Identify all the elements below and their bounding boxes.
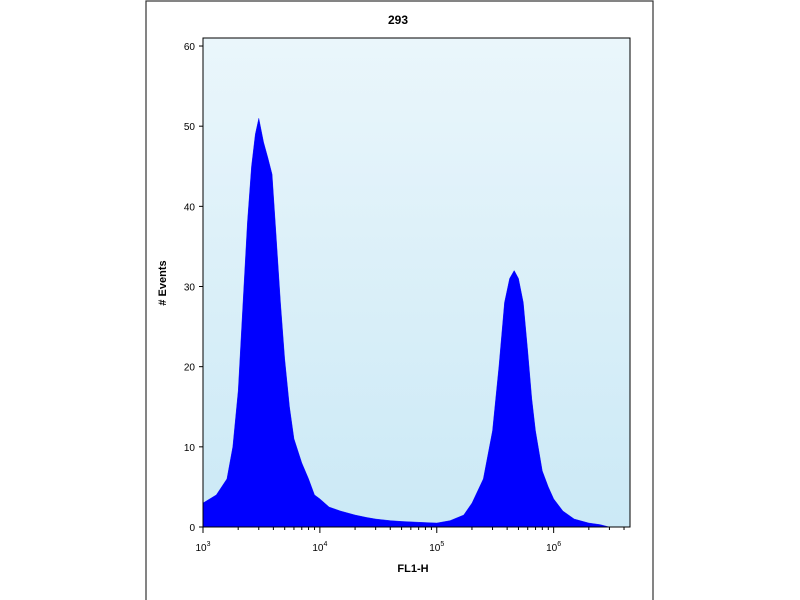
y-tick-label: 20 bbox=[184, 363, 196, 374]
plot-frame bbox=[202, 37, 631, 528]
x-tick-label: 105 bbox=[429, 541, 444, 554]
histogram-series bbox=[202, 118, 610, 528]
y-tick-label: 0 bbox=[189, 523, 195, 534]
y-tick-label: 30 bbox=[184, 283, 196, 294]
y-tick-label: 60 bbox=[184, 42, 196, 53]
y-axis-label: # Events bbox=[157, 260, 169, 305]
x-tick-label: 104 bbox=[312, 541, 327, 554]
chart-title: 293 bbox=[388, 13, 408, 27]
x-axis-label: FL1-H bbox=[397, 563, 428, 575]
x-axis: 103 104 105 106 bbox=[195, 527, 625, 554]
y-axis: 0 10 20 30 40 50 60 bbox=[184, 42, 203, 534]
x-tick-label: 106 bbox=[546, 541, 561, 554]
y-tick-label: 50 bbox=[184, 122, 196, 133]
x-tick-label: 103 bbox=[195, 541, 210, 554]
y-tick-label: 40 bbox=[184, 202, 196, 213]
y-tick-label: 10 bbox=[184, 443, 196, 454]
